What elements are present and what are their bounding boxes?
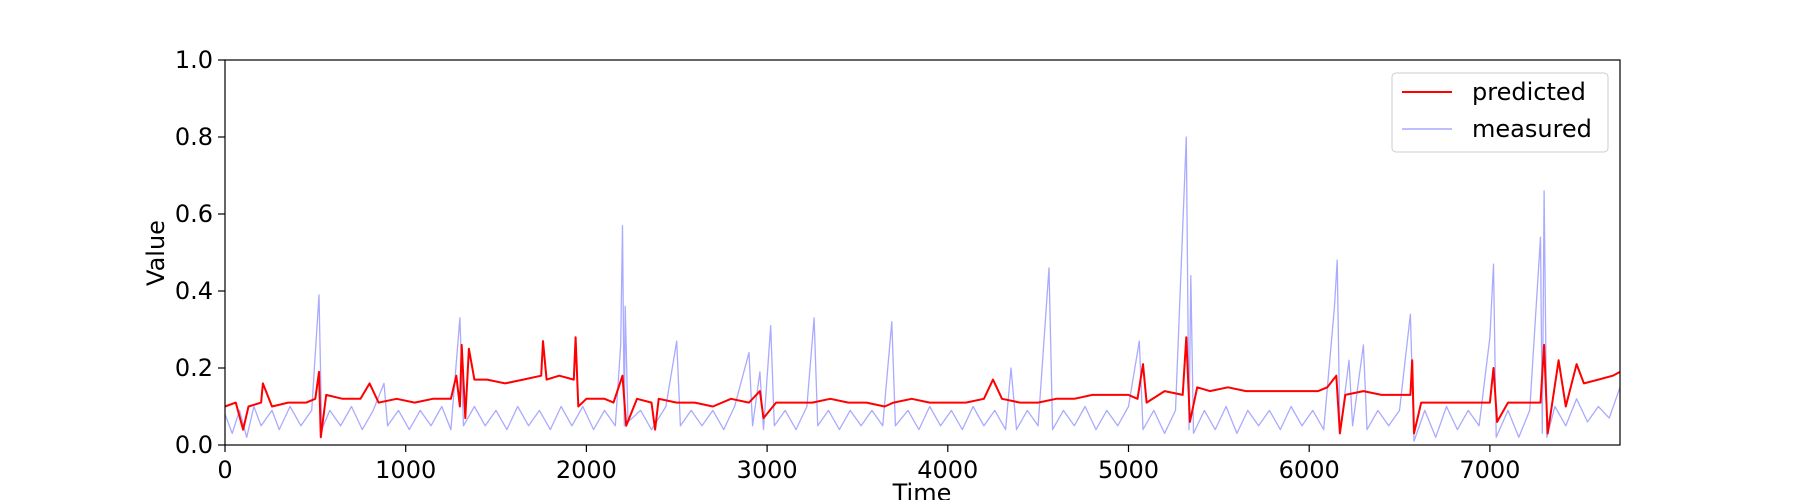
x-tick-label: 5000	[1098, 456, 1159, 484]
x-tick-label: 2000	[556, 456, 617, 484]
legend: predicted measured	[1391, 72, 1609, 153]
legend-label-measured: measured	[1472, 115, 1592, 143]
y-tick-label: 0.2	[175, 354, 213, 382]
x-tick-label: 4000	[917, 456, 978, 484]
series-layer	[224, 136, 1621, 442]
x-tick-label: 6000	[1279, 456, 1340, 484]
series-line-predicted	[224, 336, 1621, 439]
x-tick-label: 1000	[375, 456, 436, 484]
x-tick-label: 3000	[737, 456, 798, 484]
plot-frame	[224, 59, 1621, 446]
y-tick-label: 0.6	[175, 200, 213, 228]
y-axis-label: Value	[142, 220, 170, 286]
y-tick-label: 0.8	[175, 123, 213, 151]
y-tick-label: 0.4	[175, 277, 213, 305]
axes-layer: 0 1000 2000 3000 4000 5000 6000 7000 0.0 0.2 0.4 0.…	[175, 46, 1521, 484]
x-tick-label: 7000	[1459, 456, 1520, 484]
legend-label-predicted: predicted	[1472, 78, 1586, 106]
y-tick-label: 1.0	[175, 46, 213, 74]
x-axis-label: Time	[892, 479, 952, 500]
series-line-measured	[224, 136, 1621, 442]
x-tick-label: 0	[217, 456, 232, 484]
y-tick-label: 0.0	[175, 431, 213, 459]
